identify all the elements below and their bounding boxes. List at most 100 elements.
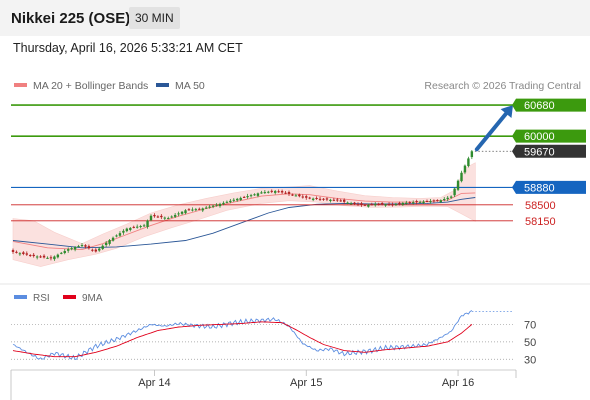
candle-body [270,190,273,192]
candle-body [170,216,173,218]
candle-body [129,227,132,230]
candle-body [108,240,111,244]
candles-layer [11,150,474,261]
level-tag-60680 [512,98,586,112]
level-label-58500: 58500 [525,200,556,212]
candle-body [322,198,325,200]
candle-body [208,206,211,208]
candle-body [405,202,408,204]
rsi-tick-label: 30 [524,354,536,366]
candle-body [311,198,315,200]
candle-body [225,201,229,203]
candle-body [429,201,432,203]
instrument-title: Nikkei 225 (OSE) [11,10,131,27]
level-tag-58880 [512,180,586,194]
candle-body [463,165,467,173]
candle-body [215,204,218,206]
candle-body [425,200,429,202]
candle-body [239,197,242,201]
rsi-legend-rsi: RSI [14,293,50,304]
ma20-swatch [14,83,27,88]
candle-body [229,200,232,203]
candle-body [15,251,18,253]
candle-body [353,202,356,204]
candle-body [184,210,187,214]
candle-body [87,246,91,249]
candle-body [56,254,60,258]
axis-tick-label: Apr 14 [138,377,170,389]
candle-body [253,194,256,196]
candle-body [101,245,104,249]
candle-body [94,249,97,252]
candle-body [377,203,380,205]
level-label-60000: 60000 [524,131,555,143]
rsi-ma-line [12,321,473,358]
forecast-arrow-head [500,105,513,119]
candle-body [22,252,25,254]
rsi-ma-swatch [63,295,76,300]
axis-tick-label: Apr 16 [442,377,474,389]
candle-body [160,215,163,218]
level-label-58880: 58880 [524,182,555,194]
candle-body [263,192,267,194]
candle-body [349,203,353,205]
candle-body [356,204,360,206]
candle-body [412,202,415,204]
candle-body [370,204,373,206]
candle-body [53,256,56,260]
candle-body [336,199,339,201]
candle-body [391,204,394,206]
candle-body [177,213,180,215]
legend-ma20-label: MA 20 + Bollinger Bands [33,80,149,92]
rsi-tick-label: 70 [524,319,536,331]
candle-body [401,202,405,205]
forecast-arrow-layer [474,105,513,152]
candle-body [111,237,115,241]
timeframe-badge[interactable]: 30 MIN [129,7,180,29]
candle-body [73,247,77,250]
level-label-59670: 59670 [524,146,555,158]
candle-body [449,196,453,198]
candle-body [256,193,260,196]
rsi-legend-label: RSI [33,293,50,304]
candle-body [446,197,449,200]
candle-body [132,226,135,228]
candle-body [408,202,411,204]
candle-body [136,226,139,228]
candle-body [325,198,329,200]
legend-ma50-label: MA 50 [175,80,205,92]
candle-body [398,202,401,204]
candle-body [360,203,363,205]
candle-body [91,249,94,251]
rsi-panel: 70 50 30 [0,283,590,366]
level-tag-60000 [512,129,586,143]
candle-body [173,214,177,217]
legend-ma20-bb: MA 20 + Bollinger Bands [14,80,148,92]
candle-body [32,254,35,257]
candle-body [236,198,239,201]
candle-body [280,191,284,193]
candle-body [439,200,442,203]
candle-body [142,225,146,227]
candle-body [249,195,253,197]
candle-body [198,208,201,210]
candle-body [339,200,342,202]
rsi-line [12,310,473,361]
candle-body [460,172,463,182]
ma50-swatch [156,83,169,88]
candle-body [436,200,439,202]
candle-body [70,248,73,250]
candle-body [211,205,215,207]
candle-body [35,256,39,258]
candle-body [305,196,308,198]
candle-body [25,253,28,255]
candle-body [18,253,22,255]
level-label-60680: 60680 [524,100,555,112]
rsi-legend-ma: 9MA [63,293,103,304]
candle-body [384,204,387,206]
forecast-arrow-shaft [474,111,509,152]
candle-body [153,215,156,217]
candle-body [363,204,367,206]
candle-body [139,226,142,228]
candle-body [67,249,70,251]
